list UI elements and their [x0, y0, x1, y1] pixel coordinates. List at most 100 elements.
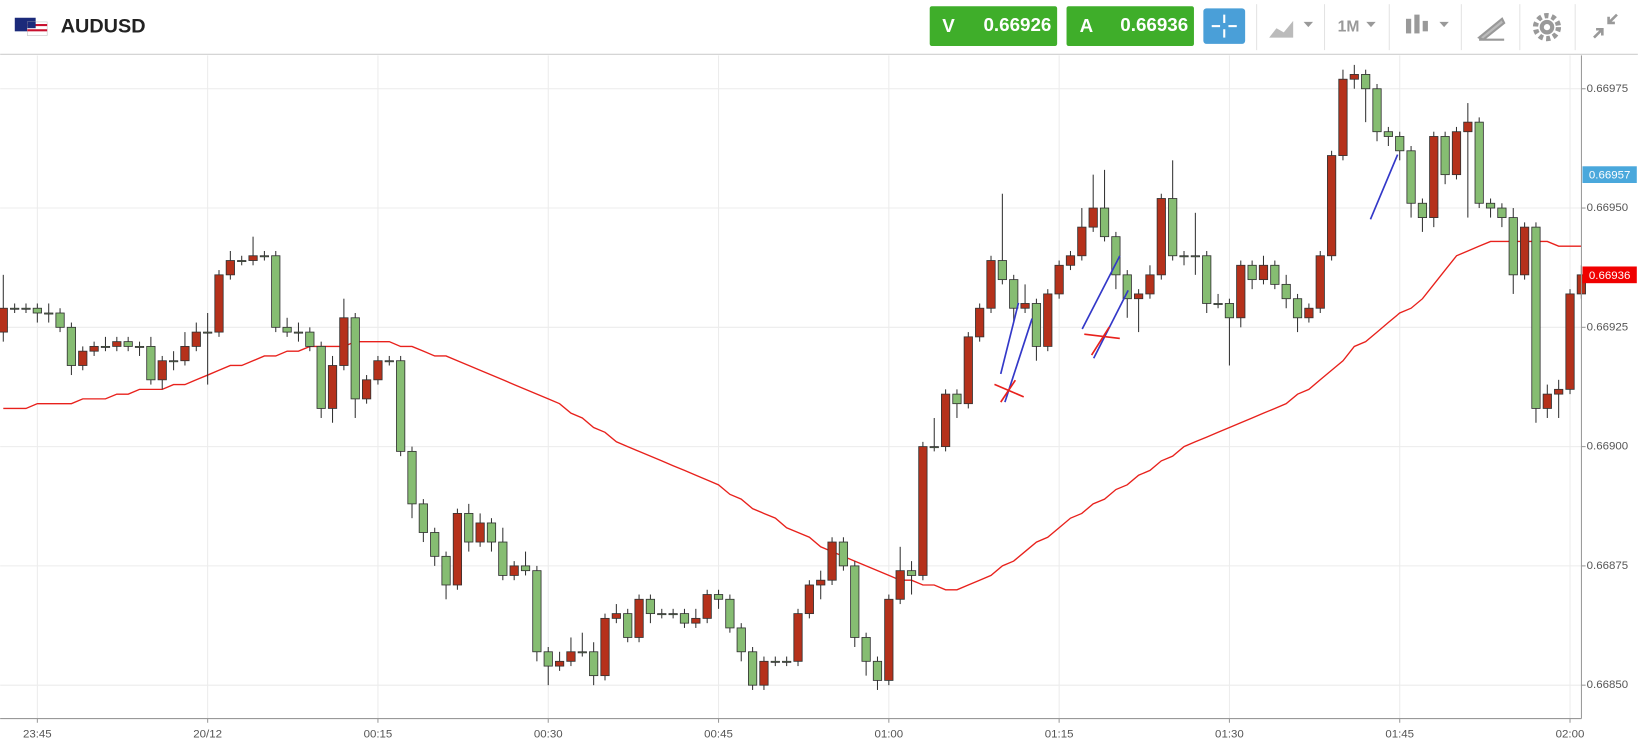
price-label-box [1582, 266, 1637, 284]
cross-markers [994, 326, 1120, 403]
candle-body [452, 512, 463, 586]
x-tick-label: 00:30 [534, 728, 563, 740]
candle-body [713, 594, 724, 600]
candle-body [396, 360, 406, 452]
sell-price: 0.66926 [983, 14, 1051, 35]
candle-body [1338, 78, 1348, 156]
sell-label: V [942, 15, 955, 36]
candle-body [293, 331, 304, 334]
flag-icon [14, 17, 48, 36]
drawings [994, 154, 1399, 403]
candle-body [1054, 264, 1064, 295]
candle-body [1099, 207, 1110, 238]
chart-type-button[interactable] [1269, 20, 1314, 38]
candle-body [1542, 393, 1552, 409]
candle-body [725, 598, 735, 629]
candle-body [997, 260, 1007, 281]
candles-button[interactable] [1405, 14, 1449, 34]
header-bar: AUDUSD V 0.66926 A 0.66936 1M [0, 0, 1638, 55]
candle-body [509, 565, 519, 576]
candle-body [1111, 236, 1121, 276]
candle-body [1031, 303, 1042, 347]
candle-body [1417, 202, 1428, 219]
candle-body [203, 331, 213, 334]
candle-body [44, 312, 54, 315]
candle-body [929, 446, 939, 449]
candle-body [816, 579, 826, 586]
candle-body [827, 541, 837, 581]
candle-body [1406, 150, 1416, 204]
candle-body [1440, 136, 1450, 176]
y-tick-label: 0.66925 [1587, 321, 1628, 333]
candle-body [1429, 136, 1439, 219]
candle-body [1451, 131, 1462, 176]
x-tick-label: 23:45 [23, 728, 52, 740]
candle-body [1145, 274, 1155, 295]
candle-body [589, 651, 599, 677]
candle-body [747, 651, 758, 686]
candle-body [100, 345, 111, 348]
x-tick-label: 20/12 [193, 728, 222, 740]
candle-body [941, 393, 951, 448]
candle-body [952, 393, 962, 405]
buy-price: 0.66936 [1120, 14, 1188, 35]
symbol: AUDUSD [61, 15, 146, 37]
buy-label: A [1080, 15, 1094, 36]
candle-body [180, 345, 190, 362]
candle-body [441, 555, 451, 586]
candle-body [259, 255, 270, 258]
candle-body [271, 255, 281, 328]
candle-body [66, 326, 77, 366]
buy-button[interactable] [1066, 6, 1194, 46]
candle-body [361, 379, 372, 400]
candle-body [464, 512, 474, 543]
candle-body [214, 274, 224, 333]
candle-body [1474, 121, 1484, 204]
candle-body [486, 522, 497, 543]
candle-body [1361, 74, 1371, 90]
candle-body [657, 613, 667, 616]
candle-body [1077, 226, 1087, 257]
x-tick-label: 01:00 [874, 728, 903, 740]
candle-body [112, 341, 122, 347]
candle-body [418, 503, 428, 533]
candle-body [872, 660, 883, 681]
timeframe[interactable]: 1M [1338, 18, 1360, 35]
sell-button[interactable] [929, 6, 1058, 46]
candle-body [1372, 88, 1382, 133]
draw-button[interactable] [1477, 17, 1506, 41]
candle-body [21, 307, 31, 310]
candle-body [850, 565, 860, 638]
header-bg [0, 0, 1638, 55]
moving-average [3, 240, 1582, 591]
candle-body [770, 660, 780, 663]
candle-body [963, 336, 973, 405]
candle-body [1247, 264, 1257, 281]
candle-body [225, 260, 235, 276]
candle-body [577, 651, 587, 654]
candle-body [10, 307, 20, 310]
settings-button[interactable] [1532, 13, 1562, 42]
candle-body [1202, 255, 1212, 304]
crosshair-button[interactable] [1203, 8, 1246, 44]
candle-body [1224, 303, 1235, 319]
candle-body [566, 651, 576, 662]
candle-body [838, 541, 849, 567]
candle-body [1134, 293, 1144, 300]
candle-body [475, 522, 485, 543]
candle-body [89, 345, 99, 352]
x-tick-label: 00:15 [364, 728, 393, 740]
candle-body [384, 360, 394, 363]
candle-body [1531, 226, 1541, 409]
candle-body [1043, 293, 1053, 347]
candle-body [668, 613, 678, 616]
candle-body [1463, 121, 1473, 133]
candle-body [1281, 283, 1291, 300]
candle-body [1508, 217, 1518, 276]
candle-body [1270, 264, 1280, 285]
candle-body [793, 613, 803, 662]
candle-body [600, 617, 610, 677]
candle-body [634, 598, 644, 638]
collapse-button[interactable] [1593, 13, 1618, 39]
candle-body [906, 570, 917, 576]
